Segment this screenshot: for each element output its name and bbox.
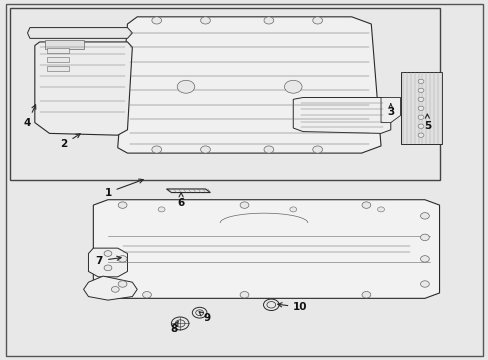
Circle shape [312, 17, 322, 24]
Polygon shape [93, 200, 439, 298]
Circle shape [200, 146, 210, 153]
Polygon shape [400, 72, 441, 144]
Polygon shape [83, 276, 137, 300]
Circle shape [417, 124, 423, 129]
Polygon shape [293, 98, 390, 134]
Circle shape [177, 80, 194, 93]
Circle shape [152, 146, 161, 153]
Circle shape [420, 234, 428, 240]
Bar [44, 40, 83, 49]
Circle shape [195, 310, 203, 316]
Text: 10: 10 [277, 302, 307, 312]
Polygon shape [166, 189, 210, 193]
Circle shape [263, 299, 279, 311]
Circle shape [240, 292, 248, 298]
Text: 7: 7 [96, 256, 121, 266]
Text: 5: 5 [423, 114, 430, 131]
Text: 3: 3 [386, 104, 394, 117]
Circle shape [264, 146, 273, 153]
Polygon shape [380, 98, 400, 123]
Circle shape [240, 202, 248, 208]
Text: 4: 4 [24, 105, 36, 128]
Circle shape [312, 146, 322, 153]
Bar [47, 48, 69, 53]
Circle shape [417, 106, 423, 111]
Circle shape [111, 287, 119, 292]
Text: 2: 2 [61, 134, 80, 149]
Bar [10, 8, 439, 180]
Circle shape [377, 207, 384, 212]
Text: 9: 9 [199, 312, 210, 323]
Circle shape [284, 80, 302, 93]
Circle shape [264, 17, 273, 24]
Polygon shape [88, 248, 127, 277]
Circle shape [171, 317, 188, 330]
Circle shape [417, 88, 423, 93]
Circle shape [417, 133, 423, 137]
Circle shape [118, 256, 127, 262]
Text: 8: 8 [170, 321, 178, 334]
Circle shape [152, 17, 161, 24]
Circle shape [118, 281, 127, 287]
Circle shape [175, 320, 184, 327]
Circle shape [361, 202, 370, 208]
Circle shape [104, 265, 112, 271]
Circle shape [266, 302, 275, 308]
Circle shape [417, 115, 423, 120]
Circle shape [420, 256, 428, 262]
Circle shape [289, 207, 296, 212]
Text: 1: 1 [104, 179, 143, 198]
Circle shape [192, 307, 206, 318]
Text: 6: 6 [177, 193, 184, 208]
Polygon shape [35, 42, 132, 135]
Circle shape [118, 202, 127, 208]
Circle shape [158, 207, 164, 212]
Bar [47, 57, 69, 62]
Polygon shape [27, 28, 132, 39]
Circle shape [420, 213, 428, 219]
Circle shape [420, 281, 428, 287]
Circle shape [417, 79, 423, 84]
Polygon shape [118, 17, 380, 153]
Circle shape [104, 251, 112, 256]
Circle shape [142, 292, 151, 298]
Circle shape [417, 97, 423, 102]
Circle shape [361, 292, 370, 298]
Bar [47, 66, 69, 71]
Circle shape [200, 17, 210, 24]
